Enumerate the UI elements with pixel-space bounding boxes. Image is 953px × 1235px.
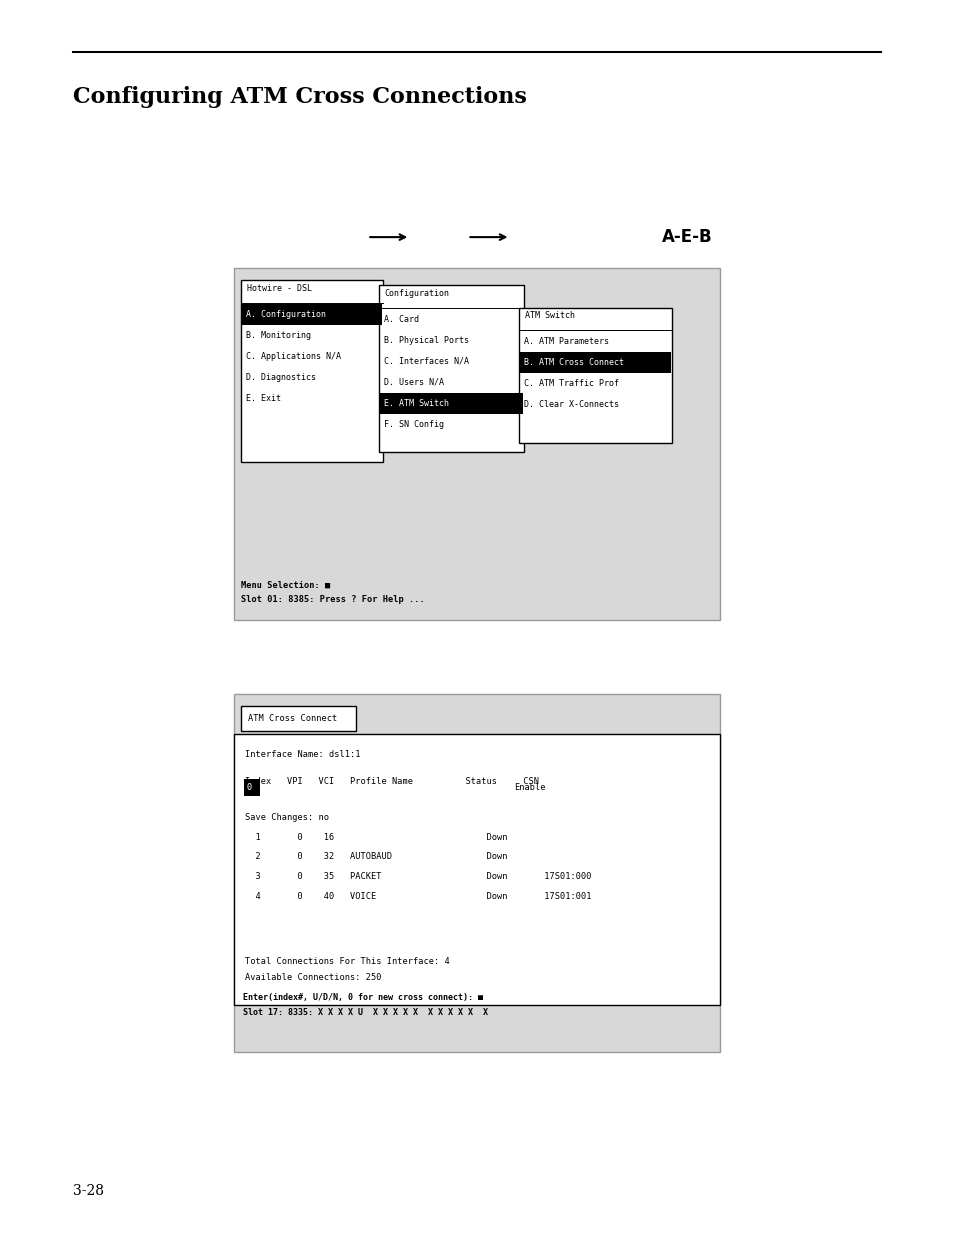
Text: Configuration: Configuration bbox=[384, 289, 449, 298]
Text: 3       0    35   PACKET                    Down       17S01:000: 3 0 35 PACKET Down 17S01:000 bbox=[245, 872, 591, 881]
Text: B. Monitoring: B. Monitoring bbox=[246, 331, 311, 340]
Text: A. Card: A. Card bbox=[383, 315, 418, 324]
Text: 2       0    32   AUTOBAUD                  Down: 2 0 32 AUTOBAUD Down bbox=[245, 852, 507, 861]
Bar bbox=[244, 779, 260, 797]
Bar bbox=[233, 694, 720, 1052]
Text: C. ATM Traffic Prof: C. ATM Traffic Prof bbox=[523, 379, 618, 388]
Text: Enter(index#, U/D/N, 0 for new cross connect): ■: Enter(index#, U/D/N, 0 for new cross con… bbox=[243, 993, 483, 1002]
Text: Enable: Enable bbox=[514, 783, 545, 792]
Text: F. SN Config: F. SN Config bbox=[383, 420, 443, 429]
Text: Total Connections For This Interface: 4: Total Connections For This Interface: 4 bbox=[245, 957, 450, 966]
Text: Interface Name: dsl1:1: Interface Name: dsl1:1 bbox=[245, 750, 360, 758]
Text: ATM Switch: ATM Switch bbox=[524, 311, 574, 320]
Text: D. Users N/A: D. Users N/A bbox=[383, 378, 443, 387]
Text: D. Clear X-Connects: D. Clear X-Connects bbox=[523, 400, 618, 409]
Bar bbox=[241, 280, 382, 462]
Bar bbox=[378, 285, 523, 452]
Text: A. ATM Parameters: A. ATM Parameters bbox=[523, 337, 608, 346]
Bar bbox=[241, 706, 355, 731]
Text: Index   VPI   VCI   Profile Name          Status     CSN: Index VPI VCI Profile Name Status CSN bbox=[245, 777, 538, 787]
Text: 4       0    40   VOICE                     Down       17S01:001: 4 0 40 VOICE Down 17S01:001 bbox=[245, 892, 591, 900]
Text: B. ATM Cross Connect: B. ATM Cross Connect bbox=[523, 358, 623, 367]
Text: Slot 01: 8385: Press ? For Help ...: Slot 01: 8385: Press ? For Help ... bbox=[241, 595, 425, 604]
Text: Configuring ATM Cross Connections: Configuring ATM Cross Connections bbox=[73, 86, 527, 109]
Text: A-E-B: A-E-B bbox=[660, 228, 712, 246]
Text: Save Changes: no: Save Changes: no bbox=[245, 813, 329, 821]
Text: B. Physical Ports: B. Physical Ports bbox=[383, 336, 468, 345]
Bar bbox=[519, 352, 670, 373]
Text: Hotwire - DSL: Hotwire - DSL bbox=[247, 284, 312, 293]
Text: C. Interfaces N/A: C. Interfaces N/A bbox=[383, 357, 468, 366]
Text: ATM Cross Connect: ATM Cross Connect bbox=[248, 714, 337, 724]
Text: Slot 17: 8335: X X X X U  X X X X X  X X X X X  X: Slot 17: 8335: X X X X U X X X X X X X X… bbox=[243, 1008, 488, 1016]
Text: 3-28: 3-28 bbox=[73, 1184, 104, 1198]
Text: E. Exit: E. Exit bbox=[246, 394, 281, 403]
Bar bbox=[242, 304, 381, 325]
Bar bbox=[233, 268, 720, 620]
Bar bbox=[379, 393, 522, 414]
Text: D. Diagnostics: D. Diagnostics bbox=[246, 373, 315, 382]
Text: 1       0    16                             Down: 1 0 16 Down bbox=[245, 832, 507, 841]
Bar bbox=[233, 734, 720, 1005]
Text: E. ATM Switch: E. ATM Switch bbox=[383, 399, 448, 408]
Text: C. Applications N/A: C. Applications N/A bbox=[246, 352, 341, 361]
Text: Menu Selection: ■: Menu Selection: ■ bbox=[241, 580, 331, 589]
Text: A. Configuration: A. Configuration bbox=[246, 310, 326, 319]
Text: Available Connections: 250: Available Connections: 250 bbox=[245, 973, 381, 982]
Bar bbox=[518, 308, 671, 443]
Text: 0: 0 bbox=[246, 783, 252, 792]
